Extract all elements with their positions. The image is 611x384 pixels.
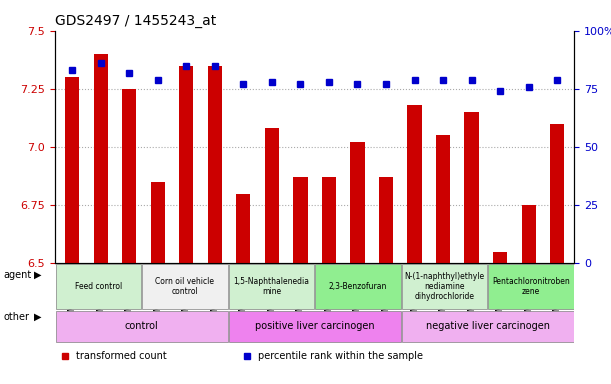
Bar — [464, 112, 479, 263]
FancyBboxPatch shape — [56, 264, 141, 309]
Bar — [493, 252, 507, 263]
FancyBboxPatch shape — [142, 264, 227, 309]
Bar — [293, 177, 307, 263]
Text: control: control — [125, 321, 158, 331]
Bar — [350, 142, 365, 263]
Bar — [93, 54, 108, 263]
Bar — [179, 66, 194, 263]
Text: 2,3-Benzofuran: 2,3-Benzofuran — [329, 282, 387, 291]
Bar — [550, 124, 565, 263]
Text: transformed count: transformed count — [76, 351, 167, 361]
Bar — [408, 105, 422, 263]
FancyBboxPatch shape — [56, 311, 227, 343]
Bar — [436, 136, 450, 263]
FancyBboxPatch shape — [229, 264, 314, 309]
FancyBboxPatch shape — [229, 311, 401, 343]
Text: agent: agent — [3, 270, 31, 280]
Bar — [236, 194, 251, 263]
Text: negative liver carcinogen: negative liver carcinogen — [426, 321, 550, 331]
Bar — [208, 66, 222, 263]
Text: Pentachloronitroben
zene: Pentachloronitroben zene — [492, 277, 570, 296]
Text: GDS2497 / 1455243_at: GDS2497 / 1455243_at — [55, 14, 216, 28]
Bar — [122, 89, 136, 263]
FancyBboxPatch shape — [315, 264, 401, 309]
Text: Feed control: Feed control — [75, 282, 122, 291]
Text: other: other — [3, 312, 29, 322]
Bar — [65, 77, 79, 263]
Text: ▶: ▶ — [34, 270, 41, 280]
Bar — [522, 205, 536, 263]
Text: N-(1-naphthyl)ethyle
nediamine
dihydrochloride: N-(1-naphthyl)ethyle nediamine dihydroch… — [404, 272, 485, 301]
FancyBboxPatch shape — [488, 264, 574, 309]
Text: ▶: ▶ — [34, 312, 41, 322]
Bar — [322, 177, 336, 263]
FancyBboxPatch shape — [402, 311, 574, 343]
Bar — [379, 177, 393, 263]
Text: positive liver carcinogen: positive liver carcinogen — [255, 321, 375, 331]
Text: percentile rank within the sample: percentile rank within the sample — [257, 351, 423, 361]
FancyBboxPatch shape — [402, 264, 487, 309]
Text: Corn oil vehicle
control: Corn oil vehicle control — [155, 277, 214, 296]
Bar — [150, 182, 165, 263]
Bar — [265, 128, 279, 263]
Text: 1,5-Naphthalenedia
mine: 1,5-Naphthalenedia mine — [233, 277, 309, 296]
